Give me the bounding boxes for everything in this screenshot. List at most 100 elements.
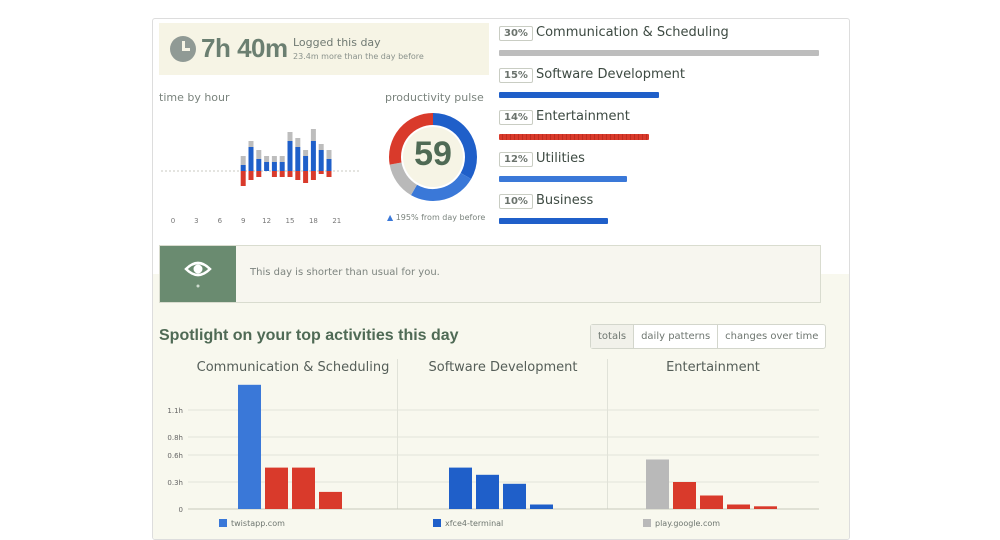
hour-bar-productive[interactable] [326, 159, 332, 171]
hour-tick-label: 21 [332, 217, 341, 225]
time-by-hour-label: time by hour [159, 91, 230, 104]
spotlight-bar[interactable] [265, 467, 288, 509]
hour-bar-distracting[interactable] [240, 171, 246, 186]
hour-bar-neutral[interactable] [295, 138, 301, 147]
y-tick-label: 1.1h [167, 407, 183, 415]
legend-item[interactable]: xfce4-terminal [433, 519, 503, 528]
category-percent: 12% [499, 152, 533, 167]
legend-label: xfce4-terminal [445, 519, 504, 528]
hour-bar-neutral[interactable] [287, 132, 293, 141]
hour-tick-label: 12 [262, 217, 271, 225]
legend-swatch [433, 519, 441, 527]
category-row[interactable]: 30% Communication & Scheduling [499, 24, 829, 64]
eye-icon [160, 246, 236, 302]
hour-bar-neutral[interactable] [310, 129, 316, 141]
up-arrow-icon: ▲ [387, 213, 394, 222]
category-percent: 14% [499, 110, 533, 125]
pulse-segment-distracting [389, 113, 434, 165]
legend-item[interactable]: twistapp.com [219, 519, 285, 528]
hour-bar-distracting[interactable] [318, 171, 324, 174]
category-name: Utilities [536, 151, 585, 166]
spotlight-bar-chart[interactable]: 0 0.3h 0.6h 0.8h 1.1h [153, 374, 849, 540]
spotlight-tabs: totals daily patterns changes over time [590, 324, 827, 349]
category-percent: 10% [499, 194, 533, 209]
pulse-label: productivity pulse [385, 91, 484, 104]
hour-bar-productive[interactable] [318, 150, 324, 171]
hour-bar-productive[interactable] [287, 141, 293, 171]
hour-bar-productive[interactable] [279, 162, 285, 171]
hour-bar-distracting[interactable] [295, 171, 301, 180]
hour-tick-label: 15 [286, 217, 295, 225]
hour-bar-productive[interactable] [295, 147, 301, 171]
pulse-segment-neutral [389, 162, 418, 196]
category-percent: 15% [499, 68, 533, 83]
hour-bar-productive[interactable] [271, 162, 277, 171]
hour-bar-productive[interactable] [303, 156, 309, 171]
legend-swatch [219, 519, 227, 527]
dashboard-panel: 7h 40m Logged this day 23.4m more than t… [152, 18, 850, 540]
spotlight-bar[interactable] [476, 474, 499, 509]
pulse-value: 59 [414, 135, 452, 173]
time-by-hour-chart[interactable]: 0 3 6 9 12 15 18 21 [161, 101, 371, 231]
spotlight-title: Spotlight on your top activities this da… [159, 327, 459, 344]
pulse-delta-text: 195% from day before [395, 213, 486, 222]
hour-bar-distracting[interactable] [256, 171, 262, 177]
tab-changes-over-time[interactable]: changes over time [725, 331, 819, 342]
spotlight-bar[interactable] [503, 483, 526, 509]
column-title-entertainment: Entertainment [666, 360, 760, 375]
hour-bar-distracting[interactable] [287, 171, 293, 177]
pulse-segment-productive [411, 172, 472, 201]
category-row[interactable]: 15% Software Development [499, 66, 829, 106]
spotlight-bar[interactable] [754, 506, 777, 509]
spotlight-bar[interactable] [727, 504, 750, 510]
total-time-card: 7h 40m Logged this day 23.4m more than t… [159, 23, 489, 75]
category-name: Business [536, 193, 594, 208]
spotlight-bar[interactable] [530, 504, 553, 510]
hour-bar-neutral[interactable] [318, 144, 324, 150]
category-row[interactable]: 14% Entertainment [499, 108, 829, 148]
insight-banner: This day is shorter than usual for you. [159, 245, 821, 303]
column-divider [397, 359, 398, 509]
category-bar [499, 218, 608, 224]
hour-tick-label: 18 [309, 217, 318, 225]
spotlight-bar[interactable] [673, 482, 696, 509]
category-name: Entertainment [536, 109, 630, 124]
spotlight-bar[interactable] [238, 384, 261, 509]
tab-daily-patterns[interactable]: daily patterns [634, 325, 719, 348]
hour-bar-distracting[interactable] [248, 171, 254, 180]
category-bar [499, 92, 659, 98]
category-percent: 30% [499, 26, 533, 41]
hour-bar-neutral[interactable] [271, 156, 277, 162]
hour-bar-distracting[interactable] [271, 171, 277, 177]
spotlight-bar[interactable] [646, 459, 669, 510]
hour-tick-label: 0 [171, 217, 175, 225]
legend-item[interactable]: play.google.com [643, 519, 720, 528]
hour-bar-neutral[interactable] [279, 156, 285, 162]
category-row[interactable]: 12% Utilities [499, 150, 829, 190]
spotlight-bar[interactable] [292, 467, 315, 509]
hour-bar-productive[interactable] [310, 141, 316, 171]
hour-bar-neutral[interactable] [248, 141, 254, 147]
hour-bar-neutral[interactable] [256, 150, 262, 159]
hour-bar-productive[interactable] [256, 159, 262, 171]
hour-bar-productive[interactable] [240, 165, 246, 171]
productivity-pulse-ring[interactable] [385, 109, 481, 205]
spotlight-bar[interactable] [319, 491, 342, 509]
hour-bar-neutral[interactable] [326, 150, 332, 159]
hour-bar-neutral[interactable] [264, 156, 270, 162]
tab-totals[interactable]: totals [591, 325, 635, 348]
spotlight-bar[interactable] [700, 495, 723, 510]
hour-bar-distracting[interactable] [310, 171, 316, 180]
category-bar [499, 134, 649, 140]
hour-bar-productive[interactable] [248, 147, 254, 171]
hour-bar-distracting[interactable] [303, 171, 309, 183]
hour-bar-productive[interactable] [264, 162, 270, 171]
spotlight-bar[interactable] [449, 467, 472, 509]
category-row[interactable]: 10% Business [499, 192, 829, 232]
hour-bar-distracting[interactable] [326, 171, 332, 177]
clock-icon [170, 36, 196, 62]
hour-bar-neutral[interactable] [303, 150, 309, 156]
hour-bar-distracting[interactable] [279, 171, 285, 177]
hour-bar-neutral[interactable] [240, 156, 246, 165]
hour-tick-label: 3 [194, 217, 198, 225]
